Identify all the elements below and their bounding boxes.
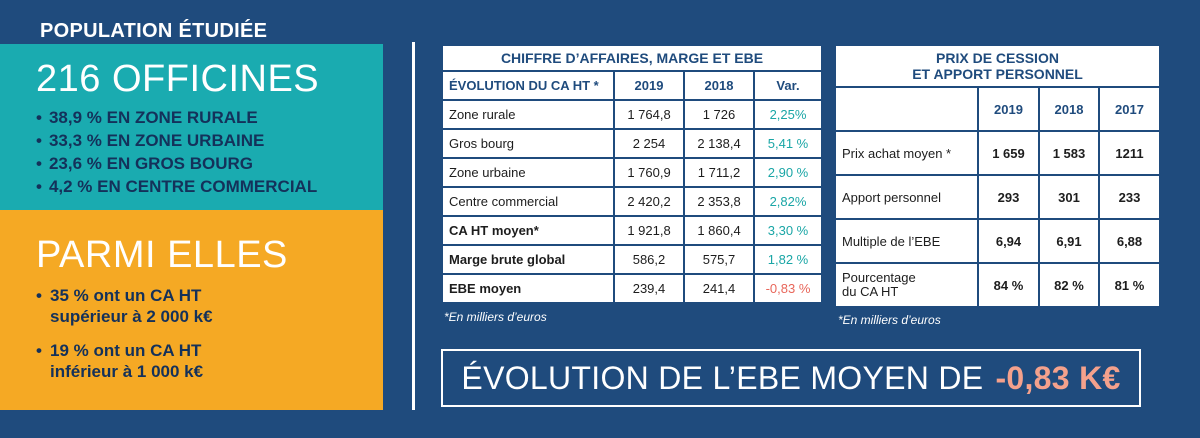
cell-2018: 2 138,4 — [683, 128, 755, 159]
row-label: Marge brute global — [441, 244, 615, 275]
ebe-evolution-banner: ÉVOLUTION DE L’EBE MOYEN DE -0,83 K€ — [441, 349, 1141, 407]
row-label: Zone urbaine — [441, 157, 615, 188]
table-row: Centre commercial 2 420,2 2 353,8 2,82% — [441, 186, 823, 217]
table-row: Prix achat moyen * 1 659 1 583 1211 — [834, 130, 1161, 176]
officines-heading: 216 OFFICINES — [36, 58, 320, 100]
list-item: 38,9 % EN ZONE RURALE — [36, 106, 317, 129]
population-title: POPULATION ÉTUDIÉE — [40, 20, 268, 42]
bullet-line: supérieur à 2 000 k€ — [50, 307, 213, 326]
row-label: CA HT moyen* — [441, 215, 615, 246]
cell-2019: 239,4 — [613, 273, 685, 304]
label-line: du CA HT — [842, 284, 899, 299]
cell-var: 2,82% — [753, 186, 823, 217]
row-label: Apport personnel — [834, 174, 979, 220]
cell-2019: 1 764,8 — [613, 99, 685, 130]
header-blank — [834, 86, 979, 132]
table-row: Gros bourg 2 254 2 138,4 5,41 % — [441, 128, 823, 159]
column-header: 2018 — [683, 70, 755, 101]
table-note: *En milliers d’euros — [444, 310, 547, 324]
table-row: EBE moyen 239,4 241,4 -0,83 % — [441, 273, 823, 304]
cell-2019: 293 — [977, 174, 1040, 220]
table-row: Multiple de l’EBE 6,94 6,91 6,88 — [834, 218, 1161, 264]
row-label: Zone rurale — [441, 99, 615, 130]
bullet-ca-superieur: • 35 % ont un CA HT supérieur à 2 000 k€ — [36, 285, 213, 327]
cell-var: 5,41 % — [753, 128, 823, 159]
cell-var: 2,25% — [753, 99, 823, 130]
ca-marge-ebe-table: CHIFFRE D’AFFAIRES, MARGE ET EBE ÉVOLUTI… — [441, 44, 823, 304]
table-row: Zone urbaine 1 760,9 1 711,2 2,90 % — [441, 157, 823, 188]
table-row: Apport personnel 293 301 233 — [834, 174, 1161, 220]
bullet-glyph: • — [36, 286, 42, 305]
banner-text: ÉVOLUTION DE L’EBE MOYEN DE — [461, 359, 984, 396]
cell-2019: 2 254 — [613, 128, 685, 159]
cell-2019: 1 760,9 — [613, 157, 685, 188]
cell-2017: 6,88 — [1098, 218, 1161, 264]
table-title: PRIX DE CESSION ET APPORT PERSONNEL — [834, 44, 1161, 88]
table-row: Pourcentage du CA HT 84 % 82 % 81 % — [834, 262, 1161, 308]
cell-var: 3,30 % — [753, 215, 823, 246]
column-header: 2018 — [1038, 86, 1100, 132]
cell-2017: 1211 — [1098, 130, 1161, 176]
bullet-line: 19 % ont un CA HT — [50, 341, 202, 360]
bullet-line: 35 % ont un CA HT — [50, 286, 202, 305]
column-header: 2019 — [613, 70, 685, 101]
row-label: Centre commercial — [441, 186, 615, 217]
label-line: Pourcentage — [842, 270, 916, 285]
cell-2018: 1 726 — [683, 99, 755, 130]
cell-2018: 1 583 — [1038, 130, 1100, 176]
row-label: EBE moyen — [441, 273, 615, 304]
cell-2018: 575,7 — [683, 244, 755, 275]
cell-2017: 233 — [1098, 174, 1161, 220]
title-line: ET APPORT PERSONNEL — [912, 66, 1083, 82]
table-note: *En milliers d’euros — [838, 313, 941, 327]
column-header: ÉVOLUTION DU CA HT * — [441, 70, 615, 101]
cell-2018: 301 — [1038, 174, 1100, 220]
cell-2018: 2 353,8 — [683, 186, 755, 217]
cell-2018: 1 711,2 — [683, 157, 755, 188]
cell-2019: 2 420,2 — [613, 186, 685, 217]
bullet-line: inférieur à 1 000 k€ — [50, 362, 204, 381]
list-item: 33,3 % EN ZONE URBAINE — [36, 129, 317, 152]
cell-2017: 81 % — [1098, 262, 1161, 308]
row-label: Prix achat moyen * — [834, 130, 979, 176]
zone-stats-list: 38,9 % EN ZONE RURALE 33,3 % EN ZONE URB… — [36, 106, 317, 198]
table-row: Marge brute global 586,2 575,7 1,82 % — [441, 244, 823, 275]
row-label: Gros bourg — [441, 128, 615, 159]
cell-var: 2,90 % — [753, 157, 823, 188]
bullet-glyph: • — [36, 341, 42, 360]
cell-2018: 1 860,4 — [683, 215, 755, 246]
column-header: 2017 — [1098, 86, 1161, 132]
cell-2018: 241,4 — [683, 273, 755, 304]
table-title: CHIFFRE D’AFFAIRES, MARGE ET EBE — [441, 44, 823, 72]
parmi-elles-panel: PARMI ELLES • 35 % ont un CA HT supérieur… — [0, 210, 383, 410]
table-row: Zone rurale 1 764,8 1 726 2,25% — [441, 99, 823, 130]
row-label: Multiple de l’EBE — [834, 218, 979, 264]
list-item: 23,6 % EN GROS BOURG — [36, 152, 317, 175]
list-item: 4,2 % EN CENTRE COMMERCIAL — [36, 175, 317, 198]
divider — [412, 42, 415, 410]
bullet-ca-inferieur: • 19 % ont un CA HT inférieur à 1 000 k€ — [36, 340, 203, 382]
banner-value: -0,83 K€ — [995, 359, 1121, 396]
cell-2019: 1 921,8 — [613, 215, 685, 246]
column-header: Var. — [753, 70, 823, 101]
cell-2019: 586,2 — [613, 244, 685, 275]
prix-cession-table: PRIX DE CESSION ET APPORT PERSONNEL 2019… — [834, 44, 1161, 308]
parmi-elles-heading: PARMI ELLES — [36, 234, 288, 276]
cell-2019: 6,94 — [977, 218, 1040, 264]
column-header: 2019 — [977, 86, 1040, 132]
cell-var: -0,83 % — [753, 273, 823, 304]
title-line: PRIX DE CESSION — [936, 50, 1059, 66]
officines-panel: 216 OFFICINES 38,9 % EN ZONE RURALE 33,3… — [0, 44, 383, 210]
cell-2018: 6,91 — [1038, 218, 1100, 264]
cell-2019: 1 659 — [977, 130, 1040, 176]
table-row: CA HT moyen* 1 921,8 1 860,4 3,30 % — [441, 215, 823, 246]
row-label: Pourcentage du CA HT — [834, 262, 979, 308]
cell-2019: 84 % — [977, 262, 1040, 308]
cell-2018: 82 % — [1038, 262, 1100, 308]
cell-var: 1,82 % — [753, 244, 823, 275]
